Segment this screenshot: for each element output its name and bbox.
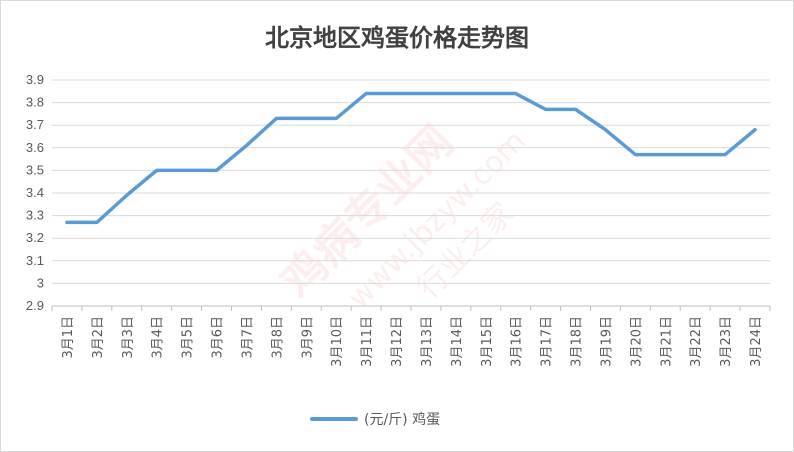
x-tick-label: 3月8日: [270, 316, 285, 359]
data-point: [454, 92, 458, 96]
x-tick-label: 3月12日: [390, 316, 405, 367]
data-point: [514, 92, 518, 96]
x-tick-label: 3月23日: [719, 316, 734, 367]
chart-title: 北京地区鸡蛋价格走势图: [265, 24, 529, 52]
y-tick-label: 3.3: [26, 208, 44, 223]
data-point: [394, 92, 398, 96]
data-point: [125, 193, 129, 197]
y-tick-label: 3.4: [26, 185, 44, 200]
y-tick-label: 3.6: [26, 140, 44, 155]
x-tick-label: 3月7日: [240, 316, 255, 359]
x-tick-label: 3月22日: [689, 316, 704, 367]
x-tick-label: 3月11日: [360, 316, 375, 367]
data-point: [304, 116, 308, 120]
data-point: [544, 107, 548, 111]
y-tick-label: 3: [37, 275, 44, 290]
x-tick-label: 3月15日: [480, 316, 495, 367]
data-point: [155, 168, 159, 172]
data-point: [65, 220, 69, 224]
gridlines: [52, 79, 770, 307]
x-tick-label: 3月10日: [330, 316, 345, 367]
y-tick-label: 2.9: [26, 298, 44, 313]
x-tick-label: 3月5日: [181, 316, 196, 359]
data-point: [244, 144, 248, 148]
legend: (元/斤) 鸡蛋: [310, 411, 440, 428]
x-tick-label: 3月2日: [91, 316, 106, 359]
data-point: [723, 153, 727, 157]
x-tick-label: 3月4日: [151, 316, 166, 359]
x-tick-label: 3月19日: [599, 316, 614, 367]
y-tick-label: 3.2: [26, 230, 44, 245]
axes: 2.9 3 3.1 3.2 3.3 3.4 3.5 3.6 3.7 3.8 3.9 3月1日 3月2日 3…: [26, 72, 771, 367]
data-point: [633, 153, 637, 157]
x-tick-label: 3月14日: [450, 316, 465, 367]
data-point: [603, 128, 607, 132]
data-point: [424, 92, 428, 96]
data-point: [484, 92, 488, 96]
legend-label: (元/斤) 鸡蛋: [364, 411, 440, 428]
x-tick-label: 3月3日: [121, 316, 136, 359]
x-tick-label: 3月13日: [420, 316, 435, 367]
data-point: [663, 153, 667, 157]
y-tick-label: 3.1: [26, 253, 44, 268]
data-point: [215, 168, 219, 172]
data-point: [95, 220, 99, 224]
y-tick-label: 3.7: [26, 117, 44, 132]
x-tick-label: 3月20日: [629, 316, 644, 367]
data-point: [693, 153, 697, 157]
data-point: [574, 107, 578, 111]
data-point: [274, 116, 278, 120]
x-tick-label: 3月9日: [300, 316, 315, 359]
y-tick-label: 3.8: [26, 95, 44, 110]
x-tick-label: 3月6日: [211, 316, 226, 359]
x-tick-label: 3月24日: [749, 316, 764, 367]
series-line: [65, 91, 757, 225]
x-tick-label: 3月16日: [510, 316, 525, 367]
y-tick-label: 3.5: [26, 162, 44, 177]
x-tick-label: 3月17日: [540, 316, 555, 367]
x-tick-label: 3月1日: [61, 316, 76, 359]
series-layer: [65, 91, 757, 225]
x-tick-label: 3月18日: [570, 316, 585, 367]
data-point: [753, 128, 757, 132]
data-point: [334, 116, 338, 120]
y-tick-label: 3.9: [26, 72, 44, 87]
data-point: [185, 168, 189, 172]
data-point: [364, 92, 368, 96]
x-tick-label: 3月21日: [659, 316, 674, 367]
